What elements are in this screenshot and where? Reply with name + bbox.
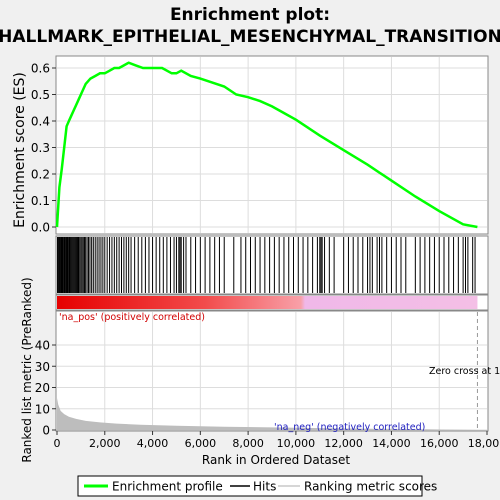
legend: Enrichment profile Hits Ranking metric s… bbox=[77, 475, 437, 497]
zero-cross-label: Zero cross at 1 bbox=[429, 366, 500, 377]
x-axis-tick-label: 6,000 bbox=[185, 437, 217, 450]
metric-y-tick-label: 30 bbox=[35, 360, 50, 374]
x-axis-tick-label: 16,000 bbox=[420, 437, 459, 450]
metric-y-tick-label: 10 bbox=[35, 402, 50, 416]
pos-label: 'na_pos' (positively correlated) bbox=[59, 312, 205, 323]
hits-group bbox=[56, 237, 476, 293]
neg-label: 'na_neg' (negatively correlated) bbox=[274, 422, 425, 433]
chart-title-line1: Enrichment plot: bbox=[170, 5, 330, 25]
es-y-tick-label: 0.4 bbox=[31, 115, 50, 129]
rank-color-bar-fill bbox=[57, 296, 478, 309]
legend-metric-label: Ranking metric scores bbox=[304, 480, 437, 494]
x-axis-tick-label: 18,000 bbox=[468, 437, 500, 450]
es-y-tick-label: 0.1 bbox=[31, 194, 50, 208]
x-axis-tick-label: 0 bbox=[54, 437, 61, 450]
x-axis-tick-label: 10,000 bbox=[277, 437, 316, 450]
x-axis-ticks: 0 2,000 4,000 6,000 8,000 10,000 12,000 14,000 1… bbox=[54, 431, 500, 450]
x-axis-label: Rank in Ordered Dataset bbox=[202, 453, 350, 467]
chart-title-line2: HALLMARK_EPITHELIAL_MESENCHYMAL_TRANSITI… bbox=[0, 27, 500, 47]
x-axis-tick-label: 4,000 bbox=[137, 437, 169, 450]
es-y-tick-label: 0.0 bbox=[31, 221, 50, 235]
metric-panel bbox=[55, 310, 489, 432]
es-panel bbox=[55, 55, 489, 235]
legend-enrichment-label: Enrichment profile bbox=[112, 480, 223, 494]
es-y-axis-ticks: 0.0 0.1 0.2 0.3 0.4 0.5 0.6 bbox=[31, 62, 56, 235]
hits-panel bbox=[55, 235, 489, 295]
metric-y-tick-label: 20 bbox=[35, 381, 50, 395]
x-axis-tick-label: 2,000 bbox=[89, 437, 121, 450]
metric-y-tick-label: 0 bbox=[42, 424, 50, 438]
metric-y-tick-label: 40 bbox=[35, 339, 50, 353]
metric-y-axis-ticks: 0 10 20 30 40 bbox=[35, 339, 56, 438]
es-grid bbox=[57, 57, 487, 233]
es-y-tick-label: 0.6 bbox=[31, 62, 50, 76]
x-axis-tick-label: 8,000 bbox=[232, 437, 264, 450]
ranking-metric-area bbox=[57, 398, 478, 430]
es-y-axis-label: Enrichment score (ES) bbox=[12, 72, 28, 228]
es-y-tick-label: 0.5 bbox=[31, 88, 50, 102]
es-y-tick-label: 0.3 bbox=[31, 141, 50, 155]
metric-y-axis-label: Ranked list metric (PreRanked) bbox=[20, 277, 34, 462]
es-y-tick-label: 0.2 bbox=[31, 168, 50, 182]
x-axis-tick-label: 14,000 bbox=[372, 437, 411, 450]
x-axis-tick-label: 12,000 bbox=[324, 437, 363, 450]
legend-hits-label: Hits bbox=[253, 480, 276, 494]
enrichment-profile-line bbox=[55, 61, 478, 229]
